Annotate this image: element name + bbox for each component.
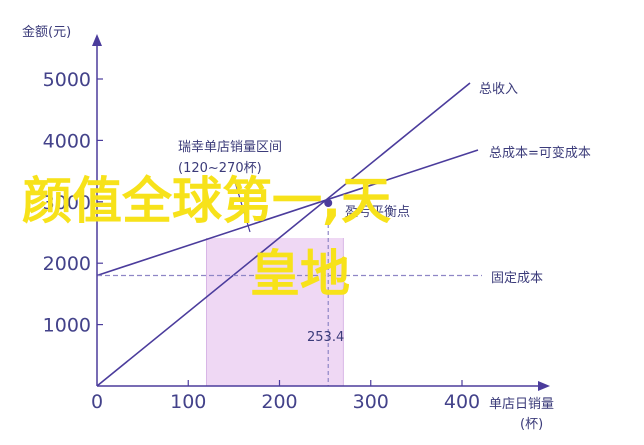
series-label-total-cost: 总成本=可变成本 xyxy=(489,145,591,161)
x-tick-label: 0 xyxy=(91,391,103,413)
series-label-fixed-cost: 固定成本 xyxy=(491,271,543,286)
x-tick-label: 300 xyxy=(353,391,389,413)
breakeven-point xyxy=(324,199,333,207)
sales-range-band xyxy=(206,238,344,386)
series-line-1 xyxy=(96,149,479,277)
x-ticks: 0 100 200 300 400 xyxy=(91,380,480,413)
x-tick-label: 100 xyxy=(170,391,206,413)
y-tick-label: 3000 xyxy=(43,192,91,214)
y-axis-arrow xyxy=(92,34,102,46)
x-tick-label: 400 xyxy=(444,391,480,413)
y-tick-label: 4000 xyxy=(43,130,91,152)
breakeven-label: 盈亏平衡点 xyxy=(345,205,410,220)
x-axis-arrow xyxy=(538,381,550,391)
range-label-pointer xyxy=(234,181,251,233)
x-tick-label: 200 xyxy=(261,391,297,413)
x-axis-label-line1: 单店日销量 xyxy=(489,397,554,412)
series-label-revenue: 总收入 xyxy=(479,82,518,97)
series-layer xyxy=(96,82,482,387)
y-tick-label: 2000 xyxy=(43,253,91,275)
y-ticks: 1000 2000 3000 4000 5000 xyxy=(43,69,103,337)
series-line-0 xyxy=(96,82,471,387)
y-tick-label: 5000 xyxy=(43,69,91,91)
x-axis-label-line2: (杯) xyxy=(520,417,543,432)
y-axis-label: 金额(元) xyxy=(22,24,71,40)
range-label-line2: (120~270杯) xyxy=(178,161,262,176)
range-label-line1: 瑞幸单店销量区间 xyxy=(178,140,282,155)
overlay-text-line2: 皇地 xyxy=(250,245,350,303)
y-tick-label: 1000 xyxy=(43,315,91,337)
overlay-text-line1: 颜值全球第一,天 xyxy=(22,172,391,230)
breakeven-x-label: 253.4 xyxy=(307,330,344,345)
